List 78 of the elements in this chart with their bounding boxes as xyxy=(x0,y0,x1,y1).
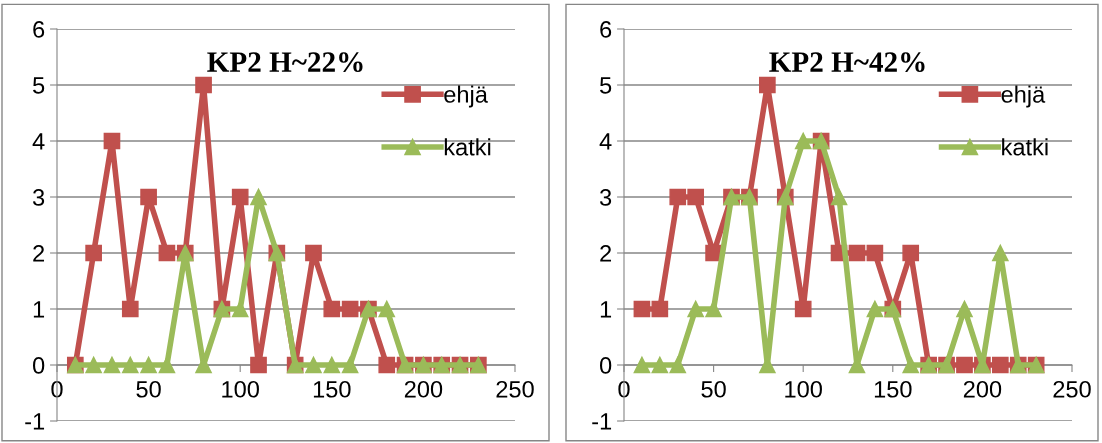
x-tick-label: 0 xyxy=(51,380,63,398)
point xyxy=(158,244,176,262)
point xyxy=(305,244,322,262)
x-tick-label: 250 xyxy=(496,380,534,398)
y-tick-label: 1 xyxy=(33,301,45,318)
point xyxy=(687,188,705,206)
point xyxy=(866,300,884,318)
point xyxy=(633,300,651,318)
y-tick-label: 6 xyxy=(600,21,612,38)
legend-label: ehjä xyxy=(1001,85,1046,108)
point xyxy=(250,356,267,374)
x-tick-label: 50 xyxy=(701,380,726,398)
point xyxy=(195,76,212,94)
point xyxy=(794,300,812,318)
point xyxy=(866,244,884,262)
point xyxy=(158,356,176,374)
point xyxy=(140,356,157,374)
point xyxy=(231,300,249,318)
y-tick-label: -1 xyxy=(592,413,612,430)
x-tick-label: 200 xyxy=(404,380,443,398)
y-tick-label: 2 xyxy=(33,245,45,262)
point xyxy=(651,356,669,374)
legend-label: ehjä xyxy=(444,85,488,108)
legend-label: katki xyxy=(444,138,491,156)
x-tick-label: 150 xyxy=(313,380,351,398)
point xyxy=(633,356,651,374)
text: KP2 H~22% xyxy=(207,52,363,73)
y-tick-label: 3 xyxy=(599,189,612,206)
point xyxy=(902,356,920,374)
x-tick-label: 250 xyxy=(1053,380,1091,398)
y-tick-label: 2 xyxy=(600,245,612,262)
point xyxy=(121,356,139,374)
y-tick-label: 0 xyxy=(599,357,612,374)
point xyxy=(140,188,157,206)
point xyxy=(991,244,1009,262)
x-tick-label: 50 xyxy=(136,380,161,398)
point xyxy=(669,356,687,374)
y-tick-label: 5 xyxy=(33,77,45,94)
point xyxy=(323,356,341,374)
point xyxy=(848,244,866,262)
y-tick-label: 4 xyxy=(32,133,45,150)
point xyxy=(121,300,139,318)
point xyxy=(956,356,973,374)
point xyxy=(902,244,920,262)
point xyxy=(651,300,669,318)
y-tick-label: 6 xyxy=(33,21,45,38)
x-tick-label: 150 xyxy=(874,380,912,398)
point xyxy=(305,356,322,374)
point xyxy=(378,356,396,374)
point xyxy=(341,300,359,318)
y-tick-label: 1 xyxy=(600,301,612,318)
y-tick-label: 5 xyxy=(600,77,612,94)
text: KP2 H~42% xyxy=(769,52,925,73)
point xyxy=(341,356,359,374)
point xyxy=(830,188,848,206)
y-tick-label: 0 xyxy=(32,357,45,374)
y-tick-label: -1 xyxy=(25,413,45,430)
x-tick-label: 200 xyxy=(963,380,1002,398)
x-tick-label: 0 xyxy=(618,380,630,398)
point xyxy=(687,300,705,318)
y-tick-label: 3 xyxy=(32,189,45,206)
legend-label: katki xyxy=(1002,138,1048,156)
point xyxy=(250,188,267,206)
x-tick-label: 100 xyxy=(785,380,822,398)
point xyxy=(103,132,121,150)
point xyxy=(85,244,102,262)
x-tick-label: 100 xyxy=(222,380,259,398)
point xyxy=(378,300,396,318)
point xyxy=(85,356,102,374)
point xyxy=(759,76,776,94)
point xyxy=(991,356,1009,374)
point xyxy=(794,132,812,150)
point xyxy=(669,188,687,206)
y-tick-label: 4 xyxy=(599,133,612,150)
point xyxy=(956,300,973,318)
point xyxy=(231,188,249,206)
point xyxy=(103,356,121,374)
point xyxy=(323,300,341,318)
